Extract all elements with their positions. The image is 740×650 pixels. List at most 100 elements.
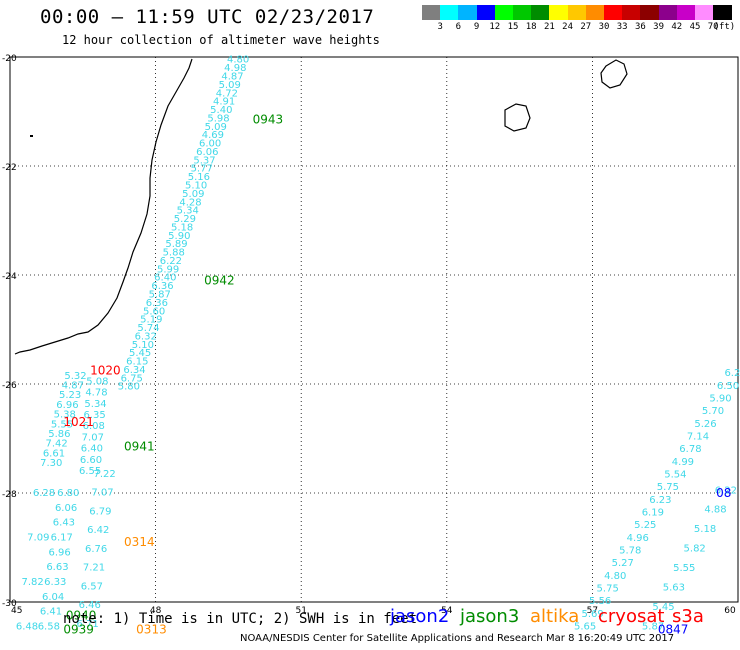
scale-swatch <box>713 5 732 20</box>
pass-time: 0847 <box>658 622 689 636</box>
swh-value: 4.99 <box>672 457 694 468</box>
swh-value: 6.42 <box>87 525 109 536</box>
swh-value: 6.48 <box>16 622 38 633</box>
swh-value: 5.29 <box>174 214 196 225</box>
scale-label: 24 <box>562 22 574 32</box>
swh-value: 6.36 <box>146 298 168 309</box>
swh-value: 5.09 <box>205 122 227 133</box>
swh-value: 7.22 <box>94 469 116 480</box>
swh-value: 7.07 <box>82 432 104 443</box>
swh-value: 6.71 <box>77 619 99 630</box>
swh-value: 5.75 <box>597 584 619 595</box>
lat-label: -24 <box>2 272 17 282</box>
scale-swatch <box>676 5 696 20</box>
swh-value: 6.78 <box>679 444 701 455</box>
swh-value: 6.96 <box>48 547 70 558</box>
satellite-legend-jason2: jason2 <box>390 606 450 627</box>
scale-label: 3 <box>437 22 443 32</box>
swh-value: 6.15 <box>126 357 148 368</box>
scale-label: 18 <box>525 22 537 32</box>
swh-value: 5.98 <box>207 113 229 124</box>
swh-value: 5.60 <box>143 306 165 317</box>
pass-time: 0943 <box>253 113 284 127</box>
swh-value: 5.70 <box>702 406 724 417</box>
satellite-tracks: 4.804.984.875.094.724.915.405.985.094.69… <box>16 55 740 633</box>
swh-value: 6.79 <box>89 506 111 517</box>
swh-value: 5.27 <box>612 558 634 569</box>
swh-value: 5.54 <box>664 469 686 480</box>
scale-swatch <box>658 5 678 20</box>
pass-time: 08 <box>716 486 731 500</box>
pass-time: 0941 <box>124 440 155 454</box>
swh-value: 6.06 <box>55 503 77 514</box>
scale-label: 33 <box>616 22 628 32</box>
swh-value: 6.50 <box>717 381 739 392</box>
scale-swatch <box>440 5 459 20</box>
satellite-legend-cryosat: cryosat <box>598 606 665 627</box>
pass-time: 0940 <box>66 609 97 623</box>
swh-value: 5.18 <box>694 524 716 535</box>
pass-time: 0939 <box>63 622 94 636</box>
scale-unit: (ft) <box>713 22 736 32</box>
swh-value: 6.32 <box>135 331 157 342</box>
graticule <box>9 56 739 603</box>
swh-value: 6.06 <box>196 147 218 158</box>
swh-value: 5.90 <box>168 231 190 242</box>
swh-value: 5.18 <box>171 222 193 233</box>
scale-swatch <box>531 5 550 20</box>
scale-label: 9 <box>473 22 480 32</box>
swh-value: 6.63 <box>46 562 68 573</box>
swh-value: 5.45 <box>652 602 674 613</box>
pass-time: 1021 <box>63 415 94 429</box>
swh-value: 5.25 <box>634 520 656 531</box>
swh-value: 5.75 <box>657 482 679 493</box>
swh-value: 5.09 <box>182 189 204 200</box>
scale-swatch <box>622 5 641 20</box>
swh-value: 5.09 <box>219 80 241 91</box>
swh-value: 7.14 <box>687 431 709 442</box>
lat-label: -28 <box>2 490 17 500</box>
lon-label: 57 <box>587 606 598 616</box>
scale-swatch <box>640 5 660 20</box>
credit-line: NOAA/NESDIS Center for Satellite Applica… <box>240 633 675 644</box>
scale-label: 21 <box>543 22 555 32</box>
swh-value: 6.40 <box>154 273 176 284</box>
swh-value: 4.80 <box>604 571 626 582</box>
swh-value: 5.90 <box>709 393 731 404</box>
swh-value: 6.04 <box>42 592 64 603</box>
swh-value: 5.10 <box>132 340 154 351</box>
swh-value: 4.28 <box>179 197 201 208</box>
swh-value: 7.09 <box>27 533 49 544</box>
swh-value: 5.08 <box>86 376 108 387</box>
swh-value: 5.34 <box>177 206 199 217</box>
scale-swatch <box>458 5 478 20</box>
swh-value: 5.86 <box>48 429 70 440</box>
scale-label: 27 <box>580 22 592 32</box>
scale-swatch <box>549 5 569 20</box>
swh-value: 6.40 <box>81 444 103 455</box>
swh-value: 6.00 <box>199 139 221 150</box>
swh-value: 4.88 <box>704 505 726 516</box>
swh-value: 5.32 <box>64 371 86 382</box>
swh-value: 5.63 <box>663 583 685 594</box>
swh-value: 6.36 <box>151 281 173 292</box>
swh-value: 5.78 <box>619 545 641 556</box>
pass-time: 0313 <box>136 622 167 636</box>
swh-value: 6.75 <box>121 373 143 384</box>
swh-value: 4.72 <box>216 88 238 99</box>
reunion-island <box>504 103 531 132</box>
swh-value: 5.10 <box>185 180 207 191</box>
swh-value: 5.69 <box>582 609 604 620</box>
scale-swatch <box>476 5 496 20</box>
swh-value: 6.61 <box>43 448 65 459</box>
swh-value: 4.78 <box>85 388 107 399</box>
swh-value: 6.08 <box>83 421 105 432</box>
scale-swatch <box>604 5 623 20</box>
scale-label: 12 <box>489 22 501 32</box>
swh-value: 7.82 <box>22 577 44 588</box>
scale-label: 30 <box>598 22 610 32</box>
map-frame <box>9 56 739 603</box>
swh-value: 5.34 <box>84 399 106 410</box>
swh-value: 5.38 <box>54 410 76 421</box>
swh-value: 6.46 <box>79 600 101 611</box>
